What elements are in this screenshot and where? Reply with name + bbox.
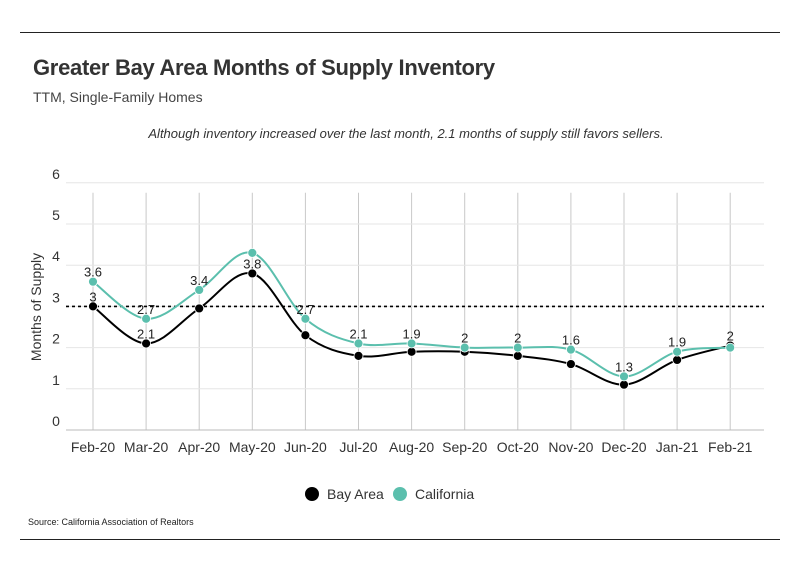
point-bay-area [406,346,417,357]
x-tick-label: Jan-21 [656,439,699,455]
series-layer [88,247,736,390]
y-tick-label: 4 [52,248,60,264]
point-bay-area [247,268,258,279]
point-bay-area [512,350,523,361]
point-bay-area [194,303,205,314]
source-note: Source: California Association of Realto… [28,517,194,527]
point-bay-area [353,350,364,361]
x-tick-label: Jul-20 [339,439,377,455]
data-labels: 3 2.1 3.8 2 3.6 2.7 3.4 2.7 2.1 1.9 2 2 1.6 1.3 1.9 [84,256,734,374]
y-axis-label: Months of Supply [28,253,44,361]
point-california [247,247,258,258]
point-bay-area [141,338,152,349]
point-california [194,285,205,295]
point-bay-area [300,330,311,341]
data-label-california: 3.4 [190,273,208,288]
point-california [725,342,736,353]
x-tick-label: Sep-20 [442,439,487,455]
point-california [512,342,523,353]
x-axis-ticks: Feb-20 Mar-20 Apr-20 May-20 Jun-20 Jul-20 Aug-… [71,439,753,455]
point-california [459,342,470,353]
point-bay-area [88,301,98,312]
y-tick-label: 1 [52,372,60,388]
point-california [406,338,417,349]
bottom-rule [20,539,780,540]
point-california [88,276,98,287]
y-axis-ticks: 0 1 2 3 4 5 6 [52,166,60,429]
chart-subtitle: TTM, Single-Family Homes [33,89,203,105]
x-tick-label: May-20 [229,439,276,455]
data-label-california: 1.9 [668,335,686,350]
data-label-california: 1.9 [403,326,421,341]
y-tick-label: 2 [52,331,60,347]
x-tick-label: Apr-20 [178,439,220,455]
point-california [619,371,629,382]
legend-label-california: California [415,486,474,502]
point-bay-area [672,355,682,365]
point-california [353,338,364,349]
point-california [672,346,682,357]
y-tick-label: 3 [52,289,60,305]
data-label-california: 3.6 [84,265,102,280]
point-california [141,313,152,324]
data-label-bay-area: 3.8 [243,256,261,271]
point-bay-area [566,359,576,369]
x-tick-label: Feb-20 [71,439,116,455]
x-tick-label: Oct-20 [497,439,539,455]
legend-label-bay-area: Bay Area [327,486,384,502]
data-label-california: 1.6 [562,333,580,348]
data-label-bay-area: 3 [89,289,96,304]
y-tick-label: 5 [52,207,60,223]
legend: Bay Area California [305,486,474,502]
top-rule [20,32,780,33]
x-tick-label: Jun-20 [284,439,327,455]
x-tick-label: Feb-21 [708,439,753,455]
data-label-bay-area: 2 [727,329,734,344]
x-tick-label: Dec-20 [601,439,646,455]
legend-swatch-bay-area [305,487,319,501]
data-label-california: 1.3 [615,359,633,374]
data-label-california: 2.7 [296,302,314,317]
point-california [300,313,311,324]
y-tick-label: 6 [52,166,60,182]
chart-title: Greater Bay Area Months of Supply Invent… [33,55,495,80]
x-tick-label: Aug-20 [389,439,434,455]
data-label-bay-area: 2.1 [137,326,155,341]
point-bay-area [619,379,629,390]
x-tick-label: Mar-20 [124,439,169,455]
data-label-california: 2 [461,331,468,346]
legend-swatch-california [393,487,407,501]
data-label-california: 2 [514,331,521,346]
x-tick-label: Nov-20 [548,439,593,455]
chart-annotation: Although inventory increased over the la… [148,126,664,141]
point-california [566,344,576,355]
y-tick-label: 0 [52,413,60,429]
data-label-california: 2.7 [137,302,155,317]
data-label-california: 2.1 [349,326,367,341]
